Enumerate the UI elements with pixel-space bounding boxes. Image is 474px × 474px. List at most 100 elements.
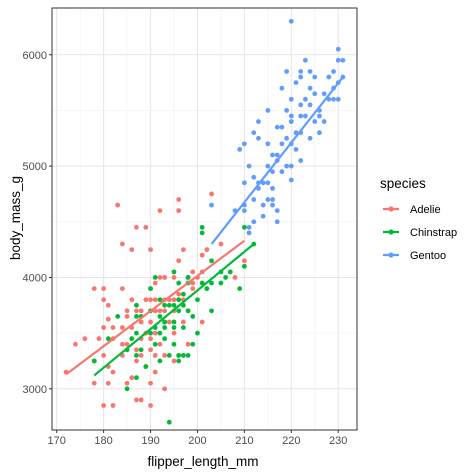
point-adelie: [190, 280, 196, 286]
point-gentoo: [246, 163, 252, 169]
point-chinstrap: [209, 308, 214, 314]
point-adelie: [171, 275, 177, 280]
point-adelie: [138, 352, 144, 358]
point-adelie: [129, 375, 135, 381]
point-gentoo: [265, 108, 271, 113]
point-chinstrap: [138, 347, 144, 353]
x-tick-label: 190: [141, 435, 159, 447]
point-adelie: [105, 302, 111, 308]
point-gentoo: [302, 96, 308, 102]
point-gentoo: [293, 80, 299, 86]
point-chinstrap: [105, 336, 111, 342]
point-gentoo: [312, 91, 318, 97]
point-gentoo: [260, 213, 266, 219]
point-chinstrap: [157, 358, 163, 364]
point-adelie: [176, 291, 182, 297]
trend-line-gentoo: [210, 76, 344, 245]
point-chinstrap: [180, 291, 186, 297]
point-chinstrap: [227, 269, 233, 275]
point-gentoo: [279, 141, 285, 147]
point-gentoo: [340, 57, 346, 63]
point-adelie: [134, 347, 139, 353]
point-adelie: [171, 297, 177, 303]
point-adelie: [232, 275, 238, 280]
point-adelie: [73, 341, 78, 347]
point-chinstrap: [124, 386, 130, 392]
point-adelie: [199, 319, 205, 325]
legend-item-adelie: Adelie: [383, 204, 441, 216]
point-chinstrap: [180, 325, 186, 330]
x-tick-labels: 170 180 190 200 210 220 230: [48, 435, 348, 447]
point-gentoo: [312, 74, 318, 80]
point-adelie: [101, 352, 107, 358]
point-gentoo: [274, 208, 280, 214]
point-chinstrap: [115, 314, 121, 319]
y-tick-label: 3000: [23, 384, 47, 396]
point-chinstrap: [152, 275, 158, 280]
point-adelie: [185, 341, 191, 347]
point-chinstrap: [209, 280, 214, 286]
point-chinstrap: [148, 330, 153, 336]
point-gentoo: [307, 85, 313, 91]
point-adelie: [157, 308, 163, 314]
point-adelie: [218, 241, 224, 247]
point-chinstrap: [190, 314, 196, 319]
point-chinstrap: [223, 275, 229, 280]
point-adelie: [115, 202, 121, 208]
point-chinstrap: [171, 269, 177, 275]
point-chinstrap: [241, 224, 247, 230]
point-gentoo: [331, 69, 336, 74]
point-adelie: [148, 247, 153, 253]
plot-border: [51, 7, 358, 431]
legend-key-point: [388, 229, 394, 235]
point-adelie: [96, 336, 102, 342]
point-adelie: [110, 325, 116, 330]
point-gentoo: [251, 197, 257, 202]
legend-label-adelie: Adelie: [410, 204, 441, 216]
point-gentoo: [293, 147, 299, 152]
point-adelie: [148, 347, 153, 353]
legend-label-chinstrap: Chinstrap: [410, 227, 457, 239]
point-adelie: [157, 208, 163, 214]
point-chinstrap: [199, 224, 205, 230]
point-adelie: [180, 247, 186, 253]
point-chinstrap: [134, 302, 139, 308]
point-adelie: [138, 319, 144, 325]
point-gentoo: [307, 135, 313, 141]
point-gentoo: [209, 202, 214, 208]
point-adelie: [152, 297, 158, 303]
point-gentoo: [256, 135, 261, 141]
point-gentoo: [279, 124, 285, 130]
point-adelie: [199, 252, 205, 258]
point-gentoo: [270, 169, 275, 175]
point-adelie: [176, 208, 182, 214]
point-adelie: [119, 325, 125, 330]
y-tick-label: 5000: [23, 161, 47, 173]
point-adelie: [105, 380, 111, 386]
point-adelie: [129, 297, 135, 303]
point-adelie: [171, 358, 177, 364]
point-gentoo: [331, 96, 336, 102]
point-chinstrap: [134, 375, 139, 381]
point-adelie: [162, 386, 168, 392]
point-chinstrap: [199, 230, 205, 236]
point-adelie: [119, 341, 125, 347]
point-chinstrap: [185, 308, 191, 314]
point-gentoo: [274, 219, 280, 225]
point-chinstrap: [157, 297, 163, 303]
point-gentoo: [284, 135, 290, 141]
point-adelie: [138, 397, 144, 403]
point-adelie: [162, 275, 168, 280]
point-adelie: [148, 336, 153, 342]
point-chinstrap: [162, 336, 168, 342]
point-adelie: [129, 247, 135, 253]
point-adelie: [124, 314, 130, 319]
point-gentoo: [312, 119, 318, 124]
point-gentoo: [321, 91, 327, 97]
point-adelie: [157, 275, 163, 280]
point-chinstrap: [143, 364, 149, 369]
point-adelie: [101, 325, 107, 330]
point-gentoo: [279, 85, 285, 91]
point-gentoo: [284, 163, 290, 169]
point-chinstrap: [162, 319, 168, 325]
